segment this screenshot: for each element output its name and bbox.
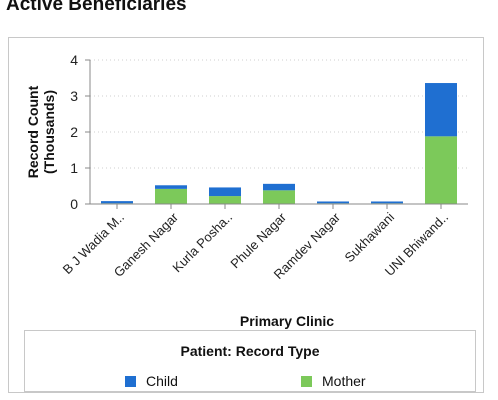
bar-child-3 bbox=[263, 183, 295, 191]
legend: Patient: Record Type Child Mother bbox=[24, 330, 476, 392]
bar-child-5 bbox=[371, 201, 403, 204]
bar-mother-1 bbox=[155, 188, 187, 204]
bars bbox=[101, 83, 457, 204]
legend-swatch-child bbox=[125, 375, 136, 387]
legend-label-child: Child bbox=[146, 373, 178, 389]
y-tick-label-0: 0 bbox=[70, 196, 78, 212]
y-tick-label-2: 2 bbox=[70, 124, 78, 140]
bar-mother-3 bbox=[263, 190, 295, 204]
bar-child-0 bbox=[101, 201, 133, 204]
legend-label-mother: Mother bbox=[322, 373, 366, 389]
y-tick-label-4: 4 bbox=[70, 52, 78, 68]
axis-labels: Record Count (Thousands) Primary Clinic bbox=[25, 85, 334, 329]
legend-item-mother[interactable]: Mother bbox=[301, 373, 366, 389]
legend-swatch-mother bbox=[301, 375, 312, 387]
y-axis-label-line-2: (Thousands) bbox=[41, 90, 57, 174]
chart-title: Active Beneficiaries bbox=[6, 0, 187, 15]
y-tick-label-3: 3 bbox=[70, 88, 78, 104]
bar-child-4 bbox=[317, 201, 349, 204]
bar-mother-6 bbox=[425, 136, 457, 204]
bar-child-2 bbox=[209, 187, 241, 197]
legend-item-child[interactable]: Child bbox=[125, 373, 178, 389]
legend-title: Patient: Record Type bbox=[180, 343, 320, 359]
bar-mother-2 bbox=[209, 196, 241, 204]
grid-lines bbox=[90, 59, 468, 169]
x-axis-label: Primary Clinic bbox=[240, 313, 334, 329]
y-axis-label-line-1: Record Count bbox=[25, 85, 41, 178]
bar-child-6 bbox=[425, 83, 457, 137]
bar-child-1 bbox=[155, 185, 187, 189]
y-tick-label-1: 1 bbox=[70, 160, 78, 176]
x-tick-label-5: Sukhawani bbox=[342, 209, 398, 265]
